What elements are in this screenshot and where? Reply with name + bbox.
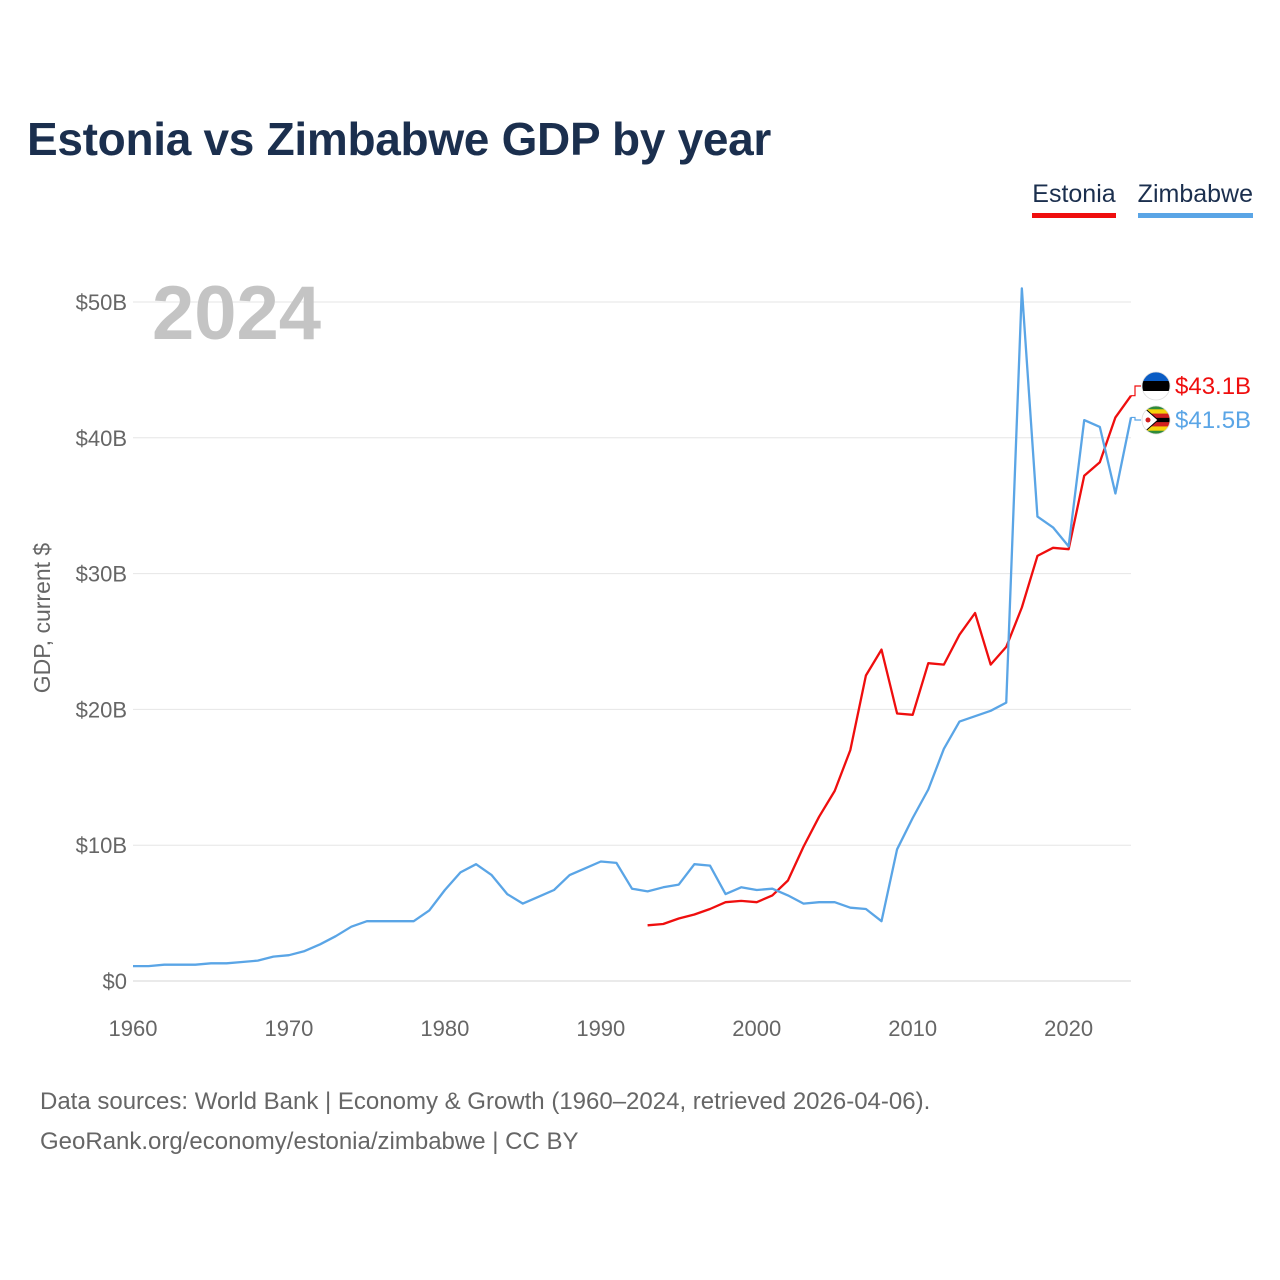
x-tick-label: 2020 (1044, 1016, 1093, 1041)
end-markers: $43.1B $41.5B (1131, 371, 1251, 435)
data-sources: Data sources: World Bank | Economy & Gro… (40, 1082, 930, 1162)
grid-lines (133, 301, 1131, 982)
series-line-estonia (647, 395, 1132, 927)
sources-line-2[interactable]: GeoRank.org/economy/estonia/zimbabwe | C… (40, 1128, 579, 1155)
x-axis-ticks: 1960 1970 1980 1990 2000 2010 2020 (109, 1016, 1094, 1041)
estonia-flag-icon (1141, 371, 1171, 401)
legend: Estonia Zimbabwe (1032, 180, 1253, 218)
y-tick-label: $50B (76, 290, 127, 315)
legend-item-zimbabwe[interactable]: Zimbabwe (1137, 180, 1253, 218)
y-axis-label: GDP, current $ (29, 543, 55, 694)
x-tick-label: 2010 (888, 1016, 937, 1041)
gdp-line-chart: $0 $10B $20B $30B $40B $50B 1960 1970 1980 1990 2… (29, 271, 1251, 1041)
x-tick-label: 1980 (420, 1016, 469, 1041)
y-tick-label: $30B (76, 562, 127, 587)
zimbabwe-flag-icon (1141, 405, 1171, 435)
x-tick-label: 1960 (109, 1016, 158, 1041)
y-tick-label: $10B (76, 833, 127, 858)
y-tick-label: $40B (76, 426, 127, 451)
estonia-end-value: $43.1B (1175, 373, 1251, 400)
y-tick-label: $0 (103, 969, 127, 994)
series-line-zimbabwe (133, 287, 1133, 968)
y-tick-label: $20B (76, 697, 127, 722)
sources-line-1: Data sources: World Bank | Economy & Gro… (40, 1088, 931, 1115)
x-tick-label: 1990 (576, 1016, 625, 1041)
end-connector (1131, 385, 1141, 397)
end-connector (1131, 416, 1141, 421)
series-lines (133, 287, 1133, 968)
year-watermark: 2024 (152, 271, 321, 356)
x-tick-label: 1970 (264, 1016, 313, 1041)
chart-title: Estonia vs Zimbabwe GDP by year (27, 113, 772, 165)
x-tick-label: 2000 (732, 1016, 781, 1041)
y-axis-ticks: $0 $10B $20B $30B $40B $50B (76, 290, 127, 994)
zimbabwe-end-value: $41.5B (1175, 407, 1251, 434)
legend-item-estonia[interactable]: Estonia (1032, 180, 1116, 218)
